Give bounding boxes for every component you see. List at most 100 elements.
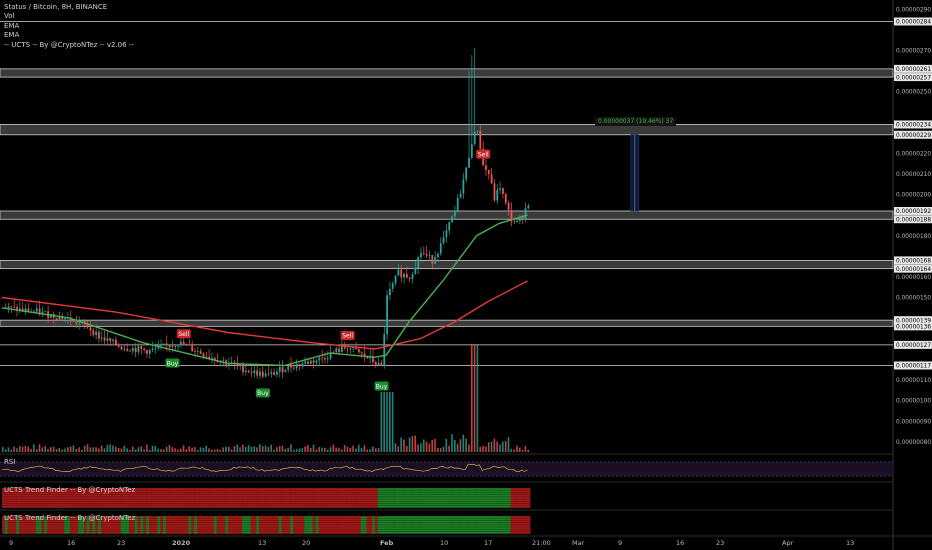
candle-body (518, 216, 521, 221)
candle-body (41, 311, 44, 315)
volume-bar (454, 440, 456, 452)
volume-bar (41, 447, 44, 452)
signal-label: Sell (342, 333, 353, 340)
volume-bar (496, 441, 498, 452)
candle-body (487, 169, 490, 175)
volume-bar (191, 447, 193, 452)
trend-finder-bar (476, 488, 480, 508)
candle-body (86, 324, 89, 328)
candle-body (485, 165, 487, 170)
candle-body (456, 197, 459, 211)
volume-bar (420, 443, 422, 452)
indicator-ema-1[interactable]: EMA (4, 21, 20, 30)
candle-body (13, 306, 16, 308)
trend-finder-bar (456, 488, 460, 508)
volume-bar (219, 449, 222, 452)
candle-body (309, 360, 312, 364)
volume-bar (527, 449, 530, 452)
candle-body (428, 255, 431, 256)
volume-bar (50, 447, 52, 452)
candle-body (324, 358, 326, 360)
candle-body (199, 351, 202, 354)
volume-bar (346, 446, 349, 452)
trend-finder-bar (222, 488, 226, 508)
volume-bar (205, 445, 207, 452)
trend-finder-bar (338, 488, 342, 508)
price-tick-label: 0.00000090 (896, 419, 931, 425)
trend-finder-bar (261, 488, 265, 508)
volume-bar (442, 446, 445, 452)
candle-body (391, 283, 394, 289)
price-label-bg (894, 340, 932, 349)
candle-body (33, 311, 35, 313)
volume-bar (103, 448, 106, 452)
volume-bar (2, 447, 4, 452)
price-tick-label: 0.00000210 (896, 172, 931, 178)
rsi-band (0, 462, 893, 476)
trend-finder-bar (13, 488, 17, 508)
candle-body (417, 257, 420, 268)
candle-body (137, 346, 140, 353)
trend-finder-bar (349, 488, 353, 508)
time-tick-label: 23 (117, 539, 125, 547)
signal-label: Sell (478, 151, 489, 158)
trend-finder-bar (219, 488, 223, 508)
trend-finder-bar (225, 488, 229, 508)
candle-body (459, 193, 462, 198)
price-tick-label: 0.00000220 (896, 152, 931, 158)
trend-finder-bar (473, 488, 477, 508)
volume-bar (160, 448, 162, 452)
volume-bar (380, 392, 383, 452)
indicator-ucts[interactable]: -- UCTS -- By @CryptoNTez -- v2.06 -- (4, 40, 134, 49)
trend-finder-bar (273, 488, 277, 508)
trend-finder-bar (123, 488, 127, 508)
trend-finder-bar (502, 488, 506, 508)
price-tick-label: 0.00000250 (896, 90, 931, 96)
candle-body (261, 371, 264, 377)
candle-body (473, 131, 476, 145)
volume-bar (10, 449, 13, 452)
indicator-ema-2[interactable]: EMA (4, 31, 20, 40)
volume-bar (329, 447, 332, 452)
trend-finder-bar (499, 488, 503, 508)
volume-bar (140, 446, 143, 452)
price-tick-label: 0.00000136 (896, 325, 931, 331)
trend-finder-bar (27, 488, 31, 508)
trend-finder-bar (448, 488, 452, 508)
candle-body (208, 356, 211, 359)
candle-body (205, 356, 208, 358)
candle-body (182, 341, 185, 346)
volume-bar (304, 446, 306, 452)
trend-finder-bar (400, 488, 404, 508)
candle-body (448, 222, 451, 231)
trend-finder-bar (377, 488, 381, 508)
trend-finder-bar (50, 488, 54, 508)
trend-finder-bar (451, 488, 455, 508)
trend-finder-bar (374, 488, 378, 508)
volume-bar (196, 449, 199, 452)
volume-bar (174, 448, 176, 452)
candle-body (61, 316, 64, 320)
trend-finder-bar (521, 488, 525, 508)
trend-finder-bar (459, 488, 463, 508)
time-tick-label: 20 (302, 539, 310, 547)
volume-bar (521, 449, 524, 452)
volume-bar (386, 392, 388, 452)
candle-body (112, 339, 114, 342)
candle-body (527, 205, 530, 209)
trend-finder-bar (355, 488, 359, 508)
volume-bar (318, 447, 320, 452)
trend-finder-bar (228, 488, 231, 508)
volume-bar (233, 446, 236, 452)
volume-bar (38, 444, 41, 452)
volume-bar (516, 445, 518, 452)
volume-bar (35, 449, 38, 452)
volume-bar (58, 447, 61, 452)
candle-body (177, 345, 179, 347)
trend-finder-bar (507, 488, 511, 508)
candle-body (431, 255, 434, 264)
trend-finder-bar (332, 488, 336, 508)
trend-finder-bar (35, 488, 39, 508)
trend-finder-bar (335, 488, 339, 508)
indicator-vol[interactable]: Vol (4, 12, 15, 21)
